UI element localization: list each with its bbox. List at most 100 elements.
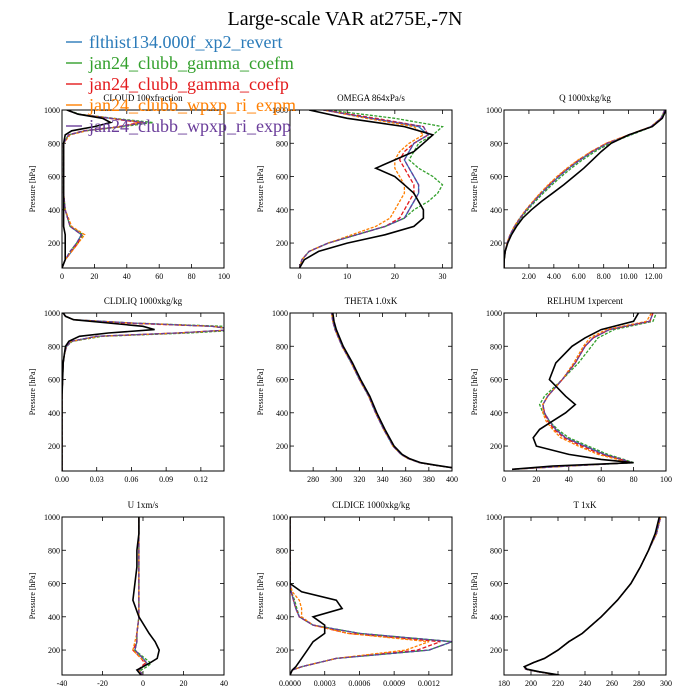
x-tick-label: 0.03 <box>90 475 104 484</box>
y-axis-label: Pressure [hPa] <box>470 572 479 619</box>
x-tick-label: 40 <box>123 272 131 281</box>
y-tick-label: 1000 <box>272 309 288 318</box>
y-tick-label: 800 <box>48 342 60 351</box>
y-tick-label: 800 <box>276 139 288 148</box>
y-tick-label: 200 <box>276 239 288 248</box>
x-tick-label: 0.0003 <box>314 679 336 688</box>
series-line-1 <box>62 313 224 471</box>
y-axis-label: Pressure [hPa] <box>470 165 479 212</box>
series-line-1 <box>523 517 662 675</box>
x-tick-label: 10 <box>343 272 351 281</box>
panel-3: CLDLIQ 1000xkg/kg Pressure [hPa] 200 400 600… <box>28 296 225 484</box>
y-tick-label: 200 <box>48 239 60 248</box>
plot-frame <box>503 109 667 269</box>
y-tick-label: 200 <box>490 646 502 655</box>
y-tick-label: 400 <box>490 613 502 622</box>
x-tick-label: 0.12 <box>194 475 208 484</box>
x-tick-label: 0.06 <box>124 475 138 484</box>
y-tick-label: 600 <box>490 580 502 589</box>
y-tick-label: 400 <box>48 409 60 418</box>
panel-title: CLDICE 1000xkg/kg <box>332 500 410 510</box>
series-line-4 <box>523 517 662 675</box>
series-line-1 <box>504 110 666 268</box>
x-tick-label: 40 <box>220 679 228 688</box>
series-line-4 <box>504 110 666 268</box>
legend-label: jan24_clubb_wpxp_ri_expm <box>88 95 296 115</box>
plot-frame <box>61 109 225 269</box>
x-tick-label: 320 <box>353 475 365 484</box>
x-tick-label: 30 <box>438 272 446 281</box>
series-group <box>290 517 452 675</box>
series-line-2 <box>62 313 224 471</box>
x-tick-label: 60 <box>155 272 163 281</box>
series-line-3 <box>62 110 144 268</box>
panel-title: RELHUM 1xpercent <box>547 296 623 306</box>
y-tick-label: 600 <box>48 580 60 589</box>
x-tick-label: 240 <box>579 679 591 688</box>
x-tick-label: 20 <box>532 475 540 484</box>
series-line-3 <box>523 517 662 675</box>
x-tick-label: 400 <box>446 475 458 484</box>
x-tick-label: -40 <box>57 679 68 688</box>
x-tick-label: 0 <box>298 272 302 281</box>
series-line-2 <box>512 313 654 470</box>
figure-title: Large-scale VAR at275E,-7N <box>228 8 463 30</box>
reference-line <box>290 517 344 675</box>
y-tick-label: 400 <box>276 409 288 418</box>
y-tick-label: 200 <box>276 442 288 451</box>
series-line-3 <box>298 110 425 268</box>
y-tick-label: 400 <box>48 206 60 215</box>
reference-line <box>62 313 155 471</box>
y-tick-label: 800 <box>490 139 502 148</box>
y-tick-label: 800 <box>48 546 60 555</box>
x-tick-label: 280 <box>307 475 319 484</box>
x-tick-label: 0.00 <box>55 475 69 484</box>
x-tick-label: 280 <box>633 679 645 688</box>
x-tick-label: 20 <box>391 272 399 281</box>
panel-4: THETA 1.0xK Pressure [hPa] 200 400 600 800 100… <box>256 296 458 484</box>
x-tick-label: 380 <box>423 475 435 484</box>
series-group <box>62 110 153 268</box>
x-tick-label: 8.00 <box>597 272 611 281</box>
series-group <box>298 110 444 268</box>
x-tick-label: 0 <box>502 475 506 484</box>
x-tick-label: 80 <box>188 272 196 281</box>
series-line-3 <box>132 517 149 675</box>
series-line-3 <box>504 110 666 268</box>
plot-frame <box>289 109 453 269</box>
series-line-0 <box>523 517 662 675</box>
y-tick-label: 1000 <box>486 513 502 522</box>
series-line-4 <box>298 110 430 268</box>
x-tick-label: 6.00 <box>572 272 586 281</box>
x-tick-label: 300 <box>660 679 672 688</box>
x-tick-label: 100 <box>660 475 672 484</box>
x-tick-label: 4.00 <box>547 272 561 281</box>
plot-frame <box>289 312 453 472</box>
panel-7: CLDICE 1000xkg/kg Pressure [hPa] 200 400 600… <box>256 500 453 688</box>
reference-line <box>504 110 666 268</box>
legend: flthist134.000f_xp2_revertjan24_clubb_ga… <box>66 32 296 136</box>
series-group <box>522 517 662 675</box>
y-tick-label: 800 <box>276 546 288 555</box>
series-line-0 <box>504 110 666 268</box>
series-line-3 <box>62 313 224 471</box>
y-tick-label: 800 <box>490 546 502 555</box>
y-tick-label: 800 <box>276 342 288 351</box>
y-axis-label: Pressure [hPa] <box>470 368 479 415</box>
y-tick-label: 800 <box>490 342 502 351</box>
y-tick-label: 1000 <box>44 513 60 522</box>
y-tick-label: 200 <box>490 442 502 451</box>
x-tick-label: 20 <box>90 272 98 281</box>
legend-label: jan24_clubb_wpxp_ri_expp <box>88 116 291 136</box>
series-line-4 <box>512 313 654 470</box>
series-group <box>331 313 452 469</box>
x-tick-label: 220 <box>552 679 564 688</box>
panel-title: CLDLIQ 1000xkg/kg <box>104 296 183 306</box>
x-tick-label: 10.00 <box>620 272 638 281</box>
y-tick-label: 400 <box>490 206 502 215</box>
y-tick-label: 1000 <box>272 106 288 115</box>
x-tick-label: 0 <box>60 272 64 281</box>
